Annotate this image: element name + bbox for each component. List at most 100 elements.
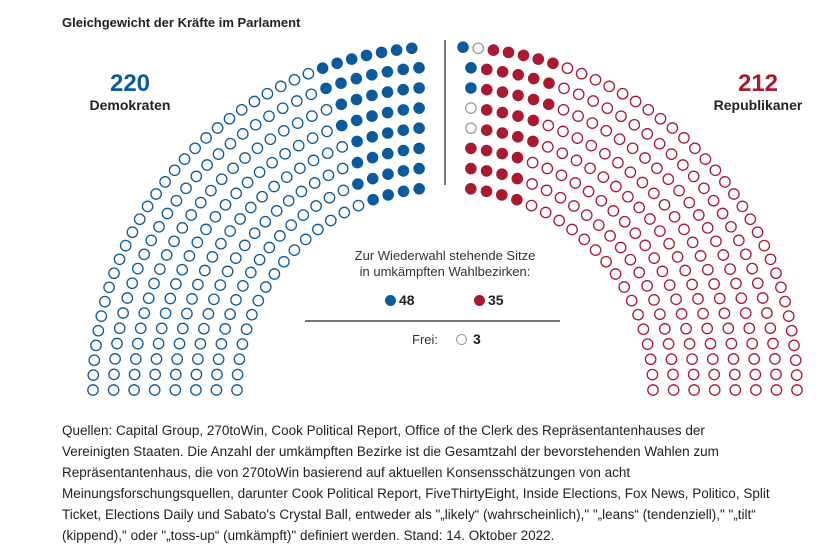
republican-seat	[580, 209, 593, 221]
democrat-seat	[352, 199, 365, 212]
democrat-contested-seat	[397, 83, 410, 96]
democrat-contested-seat	[397, 124, 410, 136]
republican-seat	[679, 264, 692, 277]
republican-seat	[671, 251, 684, 263]
republican-seat	[572, 110, 584, 122]
republican-seat	[541, 162, 554, 175]
republican-contested-seat	[496, 86, 509, 98]
republican-seat	[678, 132, 690, 144]
republican-contested-seat	[527, 72, 540, 85]
democrat-seat	[294, 162, 306, 175]
democrat-contested-seat	[366, 89, 378, 102]
republican-seat	[789, 354, 802, 367]
republican-seat	[666, 122, 679, 134]
republican-seat	[770, 368, 782, 381]
democrat-seat	[238, 239, 251, 252]
republican-contested-seat	[511, 151, 524, 164]
democrat-seat	[277, 124, 290, 137]
republican-seat	[575, 67, 588, 80]
democrat-seat	[310, 200, 322, 212]
republican-seat	[707, 194, 720, 207]
republican-seat	[658, 198, 671, 211]
republican-seat	[692, 293, 704, 305]
democrat-seat	[176, 263, 189, 276]
republican-contested-seat	[496, 189, 508, 201]
republican-seat	[743, 322, 756, 335]
democrat-seat	[186, 293, 198, 305]
republican-seat	[648, 294, 660, 306]
democrat-contested-seat	[381, 106, 394, 119]
democrat-seat	[192, 353, 204, 365]
republican-seat	[750, 384, 762, 396]
democrat-seat	[126, 226, 139, 239]
republican-seat	[680, 322, 692, 335]
republican-seat	[785, 324, 798, 337]
democrat-seat	[211, 122, 224, 134]
republican-seat	[603, 80, 616, 93]
republican-seat	[764, 322, 777, 335]
democrat-contested-seat	[320, 82, 332, 95]
democrat-seat	[170, 278, 182, 290]
democrat-seat	[288, 244, 301, 256]
republican-contested-seat	[512, 131, 524, 143]
democrat-seat	[109, 353, 121, 365]
republican-seat	[601, 102, 614, 115]
democrat-seat	[159, 176, 171, 188]
republican-seat	[615, 110, 627, 123]
democrat-seat	[103, 281, 115, 294]
republican-contested-seat	[465, 183, 477, 195]
republican-contested-seat	[511, 193, 523, 206]
democrat-seat	[224, 225, 236, 237]
republican-seat	[718, 307, 731, 320]
republican-contested-seat	[542, 98, 555, 111]
republican-seat	[761, 307, 773, 319]
democrat-seat	[231, 368, 244, 381]
democrat-seat	[128, 384, 140, 396]
republican-seat	[770, 384, 783, 396]
democrat-seat	[227, 162, 239, 175]
democrat-contested-seat	[413, 102, 425, 114]
republican-seat	[599, 147, 611, 160]
democrat-contested-seat	[413, 82, 425, 94]
democrat-contested-seat	[350, 93, 363, 106]
democrat-seat	[153, 220, 165, 233]
republican-seat	[769, 353, 781, 365]
republican-seat	[730, 277, 742, 290]
legend-heading-line2: in umkämpften Wahlbezirken:	[359, 264, 531, 279]
democrat-seat	[237, 280, 249, 292]
republican-seat	[668, 210, 681, 223]
republican-contested-seat	[480, 104, 493, 116]
republican-contested-seat	[480, 165, 493, 177]
democrat-seat	[268, 268, 281, 280]
democrat-contested-seat	[360, 49, 373, 62]
republican-seat	[624, 253, 637, 266]
democrat-contested-seat	[382, 189, 395, 201]
democrat-seat	[320, 103, 333, 116]
democrat-contested-seat	[382, 168, 394, 180]
republican-seat	[746, 262, 759, 275]
republican-seat	[687, 170, 700, 183]
democrat-seat	[229, 252, 242, 264]
source-note: Quellen: Capital Group, 270toWin, Cook P…	[62, 420, 822, 546]
democrat-seat	[276, 102, 289, 115]
republican-seat	[662, 173, 675, 186]
republican-seat	[540, 184, 553, 197]
republican-seat	[568, 200, 580, 212]
republican-seat	[663, 279, 676, 291]
republican-contested-seat	[496, 147, 509, 160]
democrat-seat	[244, 266, 257, 279]
democrat-contested-seat	[351, 135, 363, 148]
republican-seat	[654, 308, 666, 321]
democrat-contested-seat	[367, 193, 379, 206]
source-note-line: Meinungsforschungsquellen, darunter Cook…	[62, 486, 770, 501]
republican-seat	[704, 337, 717, 350]
democrat-seat	[191, 236, 204, 249]
democrat-seat	[183, 250, 196, 262]
democrat-contested-seat	[413, 183, 426, 195]
republican-seat	[647, 384, 659, 396]
democrat-seat	[252, 294, 265, 307]
republican-seat	[708, 384, 721, 396]
democrat-seat	[192, 278, 204, 291]
democrat-seat	[324, 214, 337, 227]
democrat-seat	[205, 184, 217, 197]
